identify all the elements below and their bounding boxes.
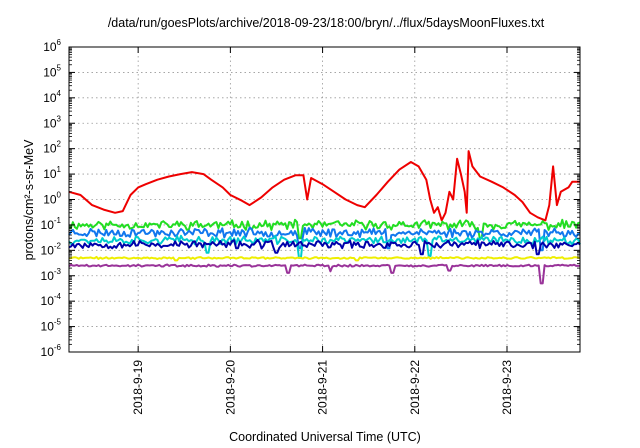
y-tick-label: 101 (43, 165, 61, 181)
y-tick-label: 10-1 (41, 216, 62, 232)
y-tick-label: 10-6 (41, 343, 62, 359)
series-lines (68, 150, 581, 285)
y-axis-label-text: protons/cm²-s-sr-MeV (22, 139, 36, 261)
y-tick-label: 106 (43, 38, 61, 54)
x-tick-label: 2018-9-22 (408, 360, 422, 415)
y-tick-label: 104 (43, 89, 61, 105)
x-axis-label: Coordinated Universal Time (UTC) (229, 430, 421, 444)
gridlines (69, 47, 580, 352)
x-tick-label: 2018-9-23 (500, 360, 514, 415)
x-tick-label: 2018-9-21 (316, 360, 330, 415)
y-tick-label: 10-2 (41, 241, 62, 257)
x-tick-label: 2018-9-19 (131, 360, 145, 415)
chart-title: /data/run/goesPlots/archive/2018-09-23/1… (108, 16, 545, 30)
y-tick-label: 10-4 (41, 292, 62, 308)
series-line-2 (68, 218, 581, 240)
series-line-1 (68, 150, 580, 222)
y-tick-label: 100 (43, 191, 61, 207)
y-tick-label: 10-3 (41, 267, 62, 283)
series-line-4 (68, 234, 581, 259)
y-tick-label: 103 (43, 114, 61, 130)
y-tick-label: 10-5 (41, 318, 62, 334)
y-tick-label: 105 (43, 63, 61, 79)
series-line-5 (68, 238, 581, 256)
y-tick-label: 102 (43, 140, 61, 156)
series-line-7 (68, 263, 581, 285)
series-line-6 (69, 255, 581, 262)
axis-ticks: 10-6 10-5 10-4 10-3 10-2 10-1 100 101 102 103 104 1… (41, 38, 580, 415)
y-axis-label: protons/cm²-s-sr-MeV (22, 139, 36, 261)
series-line-3 (68, 226, 581, 252)
x-tick-label: 2018-9-20 (223, 360, 237, 415)
